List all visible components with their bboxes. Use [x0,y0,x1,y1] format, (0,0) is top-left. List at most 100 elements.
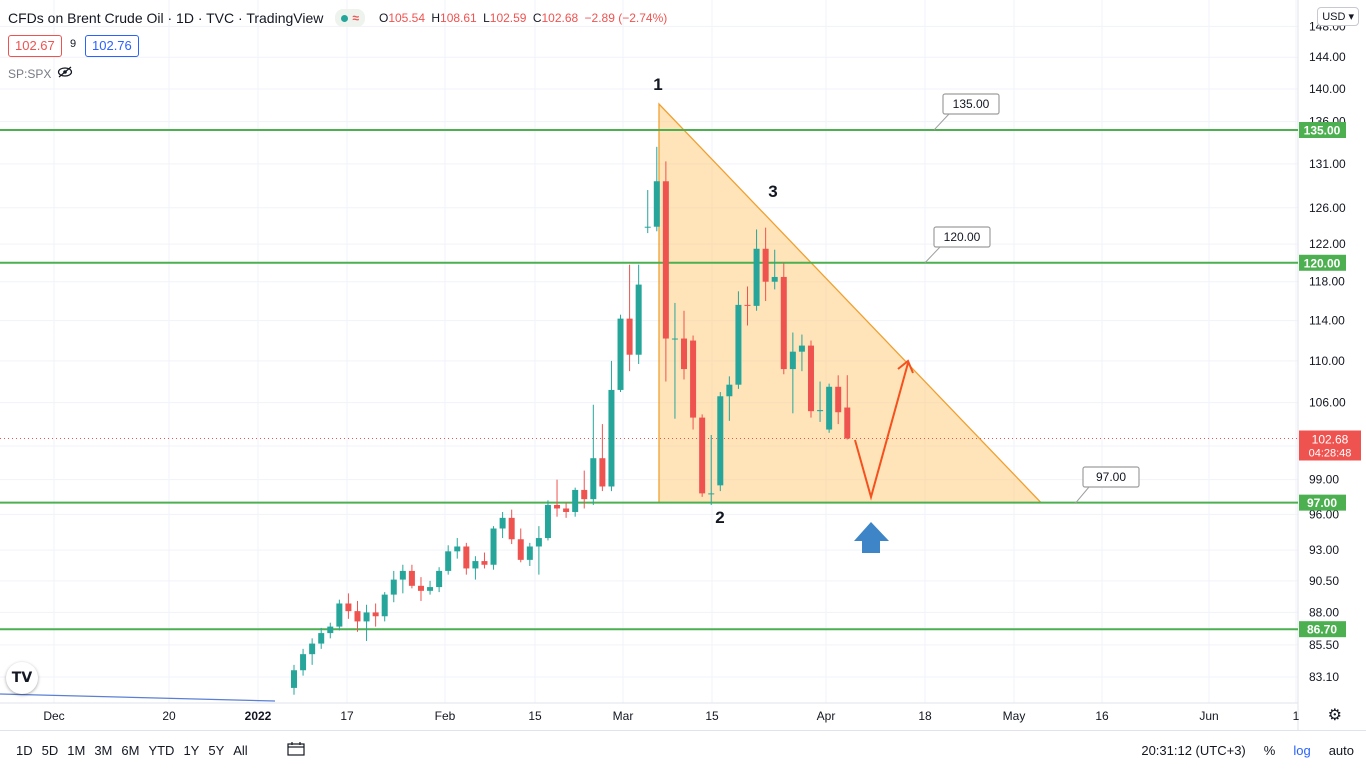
candle-body [508,517,515,540]
timeframe-buttons: 1D 5D 1M 3M 6M YTD 1Y 5Y All [16,743,257,758]
y-tick-label: 110.00 [1309,354,1345,368]
chart-canvas[interactable]: 83.1085.5088.0090.5093.0096.0099.00102.0… [0,0,1366,730]
candle-body [762,248,769,282]
candle-body [535,538,542,547]
y-tick-label: 126.00 [1309,201,1346,215]
candle-body [735,304,742,385]
timeframe-ytd[interactable]: YTD [148,742,175,758]
x-tick-label: Apr [817,709,836,723]
timeframe-5d[interactable]: 5D [41,742,59,758]
eye-crossed-icon[interactable] [57,66,73,81]
candle-body [408,570,415,586]
candle-body [309,643,316,655]
currency-label: USD [1322,11,1346,23]
gear-icon[interactable]: ⚙ [1327,707,1342,724]
market-status-pill[interactable]: ≈ [335,9,365,27]
x-tick-label: Feb [435,709,456,723]
x-tick-label: 16 [1095,709,1109,723]
clock-display[interactable]: 20:31:12 (UTC+3) [1141,742,1246,758]
up-arrow-icon[interactable] [854,522,889,553]
timeframe-1y[interactable]: 1Y [183,742,200,758]
candle-body [336,603,343,627]
candle-body [563,508,570,512]
ohlc-values: O105.54 H108.61 L102.59 C102.68 −2.89 (−… [379,11,670,25]
candle-body [681,338,688,370]
candle-body [753,248,760,306]
forecast-arrowhead [897,359,914,374]
timeframe-all[interactable]: All [233,742,248,758]
candle-body [454,546,461,552]
candle-body [599,458,606,487]
low-value: 102.59 [489,11,527,25]
currency-selector[interactable]: USD ▾ [1317,7,1359,26]
candle-body [381,594,388,617]
auto-scale-button[interactable]: auto [1328,742,1354,758]
callout-120-box[interactable] [933,226,991,248]
pattern-point-label-2: 2 [715,508,724,527]
close-value: 102.68 [541,11,579,25]
callout-97-text: 97.00 [1096,470,1126,484]
candle-body [318,633,325,644]
timeframe-6m[interactable]: 6M [121,742,140,758]
y-tick-label: 140.00 [1309,82,1346,96]
timeframe-3m[interactable]: 3M [94,742,113,758]
bottom-right-controls: 20:31:12 (UTC+3) % log auto [1141,731,1354,769]
sell-price-button[interactable]: 102.67 [8,35,62,57]
x-tick-label: 2022 [245,709,272,723]
level-price-tag-label: 86.70 [1307,623,1337,637]
tradingview-logo-icon[interactable]: TV [6,662,38,694]
candle-body [635,284,642,355]
candle-body [662,181,669,339]
current-price-tag [1299,430,1361,461]
y-tick-label: 131.00 [1309,157,1346,171]
calendar-range-icon[interactable] [287,741,305,759]
x-tick-label: 17 [340,709,354,723]
candle-body [726,384,733,397]
candle-body [345,603,352,612]
candle-body [807,345,814,412]
symbol-title[interactable]: CFDs on Brent Crude Oil · 1D · TVC · Tra… [8,10,324,26]
candle-body [499,517,506,529]
callout-135-text: 135.00 [953,97,990,111]
y-tick-label: 93.00 [1309,543,1339,557]
timeframe-1d[interactable]: 1D [16,742,33,758]
level-price-tag [1299,621,1346,638]
open-key: O [378,11,389,25]
timeframe-1m[interactable]: 1M [67,742,86,758]
trend-line-segment[interactable] [0,693,276,702]
candle-body [526,546,533,560]
candle-body [717,396,724,486]
callout-135-box[interactable] [942,93,1000,115]
y-tick-label: 90.50 [1309,574,1339,588]
candle-body [581,489,588,500]
candle-body [554,504,561,509]
candle-body [445,551,452,571]
callout-97-box[interactable] [1082,466,1140,488]
spread-value: 9 [70,38,77,50]
candle-body [744,304,751,306]
candle-body [291,670,297,688]
forecast-path[interactable] [854,362,909,501]
x-tick-label: 18 [918,709,932,723]
candle-body [817,410,824,412]
candle-body [490,528,497,565]
y-tick-label: 83.10 [1309,670,1339,684]
high-value: 108.61 [440,11,477,25]
candle-body [427,587,434,591]
candle-body [517,539,524,560]
candle-body [626,318,633,355]
percent-scale-button[interactable]: % [1263,742,1276,758]
compare-symbol-label[interactable]: SP:SPX [8,66,52,81]
callout-120-text: 120.00 [944,230,981,244]
candle-body [399,570,406,580]
level-price-tag-label: 120.00 [1304,256,1341,270]
callout-120-pointer [924,246,941,264]
candle-body [780,276,787,370]
candle-body [417,585,424,591]
pattern-point-label-1: 1 [653,75,662,94]
open-value: 105.54 [388,11,426,25]
timeframe-5y[interactable]: 5Y [208,742,225,758]
buy-price-button[interactable]: 102.76 [85,35,139,57]
compare-symbol-row: SP:SPX [8,66,73,81]
log-scale-button[interactable]: log [1293,742,1311,758]
